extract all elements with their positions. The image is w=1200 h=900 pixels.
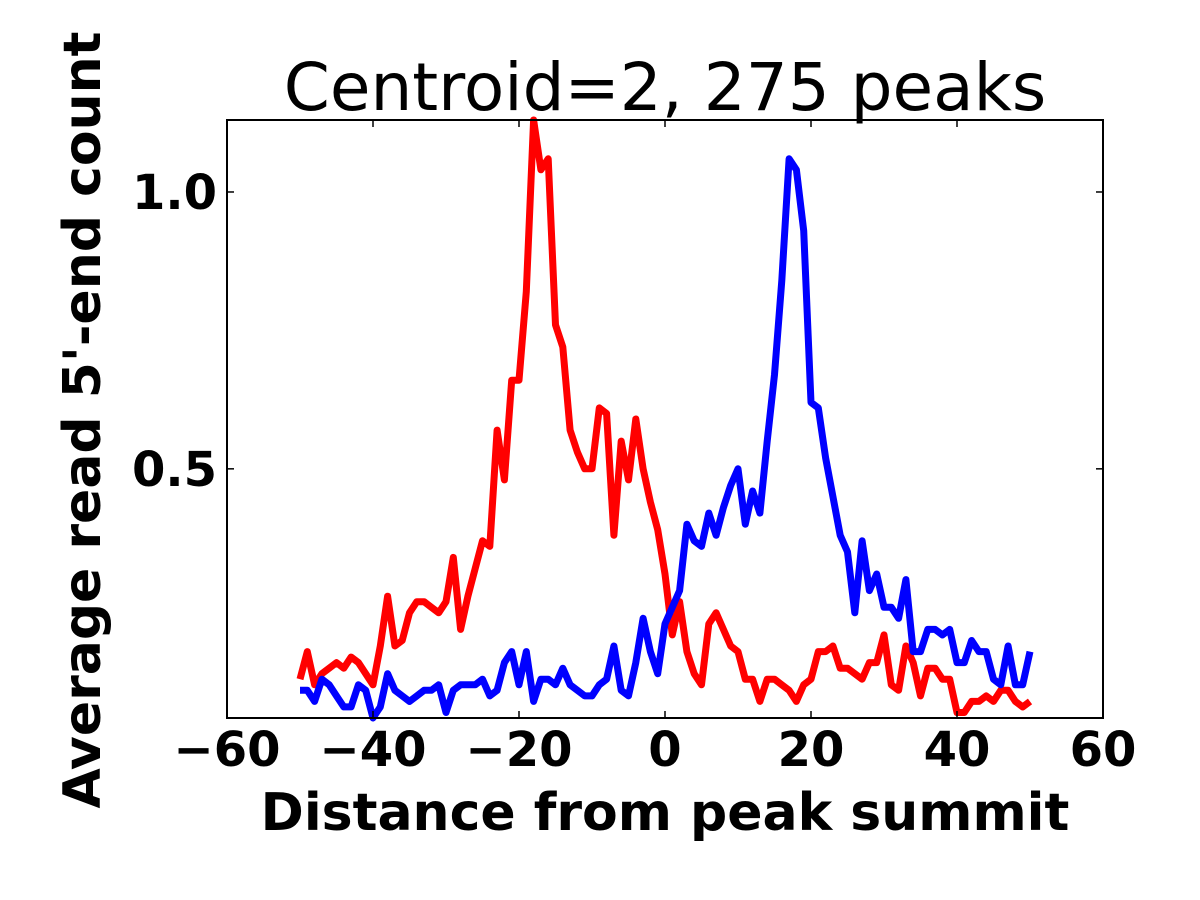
series-line-1: [300, 155, 1034, 722]
y-axis-label: Average read 5'-end count: [53, 32, 113, 809]
chart-title: Centroid=2, 275 peaks: [284, 49, 1046, 126]
series-line-0: [296, 116, 1033, 716]
x-tick-label: −20: [465, 722, 572, 778]
x-tick-label: 60: [1070, 722, 1137, 778]
x-axis-label: Distance from peak summit: [261, 783, 1070, 843]
x-tick-label: 40: [924, 722, 991, 778]
x-axis: −60 −40 −20 0 20 40 60: [173, 120, 1136, 778]
x-tick-label: −40: [319, 722, 426, 778]
x-tick-label: −60: [173, 722, 280, 778]
y-tick-label: 0.5: [132, 442, 217, 498]
y-tick-label: 1.0: [132, 165, 217, 221]
series-layer: [296, 116, 1034, 722]
x-tick-label: 0: [648, 722, 681, 778]
y-axis: 0.5 1.0: [132, 165, 1103, 498]
x-tick-label: 20: [778, 722, 845, 778]
